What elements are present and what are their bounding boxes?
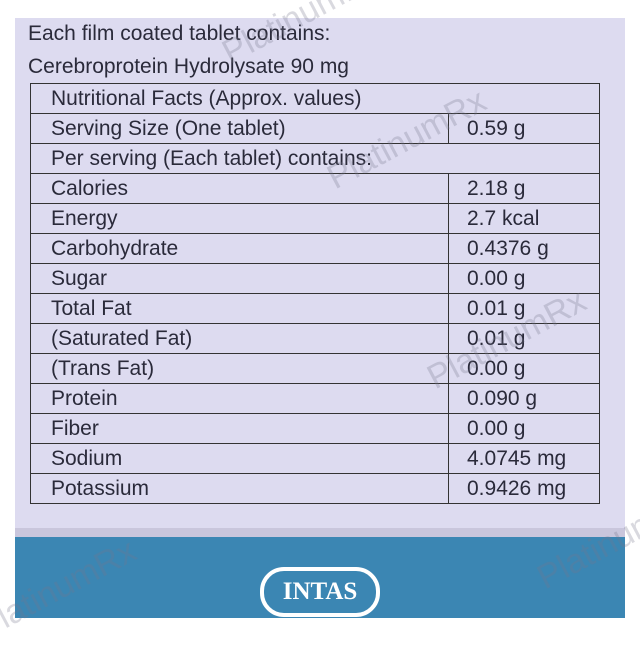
package-edge bbox=[15, 528, 625, 537]
nutrition-table: Nutritional Facts (Approx. values) Servi… bbox=[30, 83, 600, 504]
table-row: Carbohydrate 0.4376 g bbox=[30, 233, 600, 264]
table-row: (Saturated Fat) 0.01 g bbox=[30, 323, 600, 354]
table-row: (Trans Fat) 0.00 g bbox=[30, 353, 600, 384]
intas-logo: INTAS bbox=[260, 567, 380, 617]
table-row: Potassium 0.9426 mg bbox=[30, 473, 600, 504]
table-row: Energy 2.7 kcal bbox=[30, 203, 600, 234]
table-title-row: Nutritional Facts (Approx. values) bbox=[30, 83, 600, 114]
table-row: Sugar 0.00 g bbox=[30, 263, 600, 294]
nutrient-value: 0.01 g bbox=[448, 293, 600, 324]
nutrient-label: Sodium bbox=[30, 443, 449, 474]
nutrient-value: 0.00 g bbox=[448, 413, 600, 444]
table-row: Sodium 4.0745 mg bbox=[30, 443, 600, 474]
serving-label: Serving Size (One tablet) bbox=[30, 113, 449, 144]
nutrient-label: (Saturated Fat) bbox=[30, 323, 449, 354]
nutrient-label: Total Fat bbox=[30, 293, 449, 324]
serving-row: Serving Size (One tablet) 0.59 g bbox=[30, 113, 600, 144]
table-title: Nutritional Facts (Approx. values) bbox=[30, 83, 600, 114]
nutrient-label: Energy bbox=[30, 203, 449, 234]
nutrient-label: Sugar bbox=[30, 263, 449, 294]
table-row: Protein 0.090 g bbox=[30, 383, 600, 414]
table-row: Fiber 0.00 g bbox=[30, 413, 600, 444]
nutrient-label: Carbohydrate bbox=[30, 233, 449, 264]
brand-band bbox=[15, 537, 625, 618]
intro-line-1: Each film coated tablet contains: bbox=[28, 22, 331, 45]
nutrient-value: 0.4376 g bbox=[448, 233, 600, 264]
nutrient-label: Potassium bbox=[30, 473, 449, 504]
nutrient-value: 0.090 g bbox=[448, 383, 600, 414]
nutrient-value: 4.0745 mg bbox=[448, 443, 600, 474]
per-serving-row: Per serving (Each tablet) contains: bbox=[30, 143, 600, 174]
nutrient-value: 2.18 g bbox=[448, 173, 600, 204]
nutrient-value: 2.7 kcal bbox=[448, 203, 600, 234]
nutrient-label: Calories bbox=[30, 173, 449, 204]
table-row: Total Fat 0.01 g bbox=[30, 293, 600, 324]
nutrient-value: 0.9426 mg bbox=[448, 473, 600, 504]
nutrient-value: 0.00 g bbox=[448, 263, 600, 294]
nutrient-value: 0.01 g bbox=[448, 323, 600, 354]
nutrient-label: (Trans Fat) bbox=[30, 353, 449, 384]
serving-value: 0.59 g bbox=[448, 113, 600, 144]
table-row: Calories 2.18 g bbox=[30, 173, 600, 204]
nutrient-label: Fiber bbox=[30, 413, 449, 444]
per-serving-label: Per serving (Each tablet) contains: bbox=[30, 143, 600, 174]
intro-line-2: Cerebroprotein Hydrolysate 90 mg bbox=[28, 55, 349, 78]
nutrient-value: 0.00 g bbox=[448, 353, 600, 384]
nutrient-label: Protein bbox=[30, 383, 449, 414]
